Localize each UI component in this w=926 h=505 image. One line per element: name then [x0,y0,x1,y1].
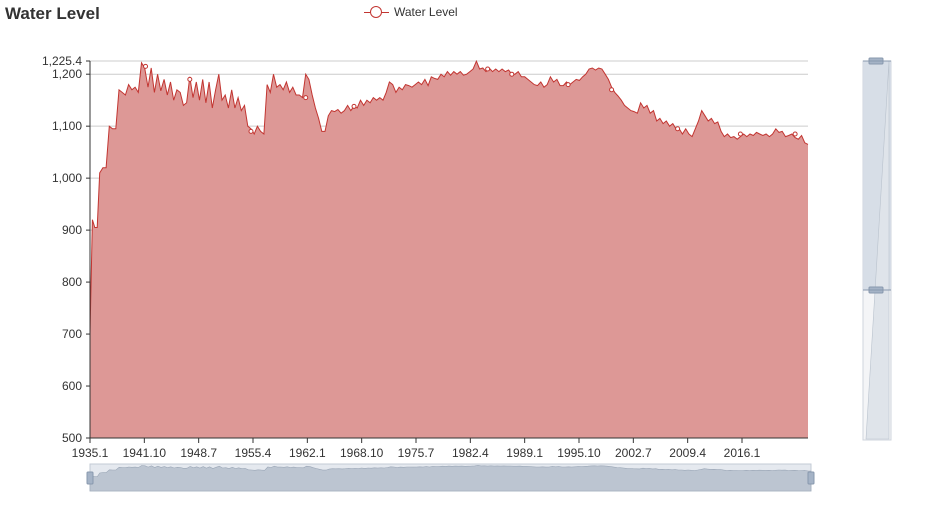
data-point [675,126,681,132]
data-point [609,87,615,93]
legend-label: Water Level [394,5,458,19]
x-tick-label: 1935.1 [72,446,109,460]
x-tick-label: 1962.1 [289,446,326,460]
x-tick-label: 2009.4 [669,446,706,460]
data-point [303,95,309,101]
x-tick-label: 1948.7 [180,446,217,460]
x-tick-label: 1995.10 [557,446,601,460]
axes [89,61,808,439]
x-tick-label: 1982.4 [452,446,489,460]
data-point [792,131,798,137]
series-area-water-level [90,61,808,438]
x-tick-label: 2016.1 [724,446,761,460]
y-tick-label: 600 [62,379,82,393]
y-tick-label: 1,225.4 [42,54,82,68]
data-point [485,66,491,72]
y-zoom-preview [865,60,890,440]
data-point [565,82,571,88]
x-zoom-handle [807,471,815,485]
y-tick-label: 1,200 [52,67,82,81]
data-point [737,131,743,137]
x-tick-label: 1968.10 [340,446,384,460]
data-point [351,103,357,109]
legend-item-water-level[interactable]: Water Level [364,4,458,20]
y-tick-label: 1,000 [52,171,82,185]
y-tick-label: 500 [62,431,82,445]
x-tick-label: 1975.7 [398,446,435,460]
y-tick-label: 1,100 [52,119,82,133]
series-line-water-level [89,59,809,335]
data-point [509,71,515,77]
x-tick-label: 1941.10 [123,446,167,460]
data-point [143,63,149,69]
y-data-zoom-slider[interactable] [862,57,892,441]
data-point [187,76,193,82]
data-point [248,128,254,134]
x-data-zoom-slider[interactable] [86,463,815,492]
y-tick-label: 900 [62,223,82,237]
y-tick-label: 800 [62,275,82,289]
series-markers [143,63,798,137]
x-tick-label: 2002.7 [615,446,652,460]
x-axis-ticks: 1935.1 1941.10 1948.7 1955.4 1962.1 1968.10 19… [72,438,761,460]
legend-marker-icon [364,5,389,19]
x-zoom-handle [86,471,94,485]
chart-title: Water Level [5,4,100,23]
y-tick-label: 700 [62,327,82,341]
x-zoom-preview [89,465,812,492]
x-tick-label: 1989.1 [506,446,543,460]
x-tick-label: 1955.4 [235,446,272,460]
